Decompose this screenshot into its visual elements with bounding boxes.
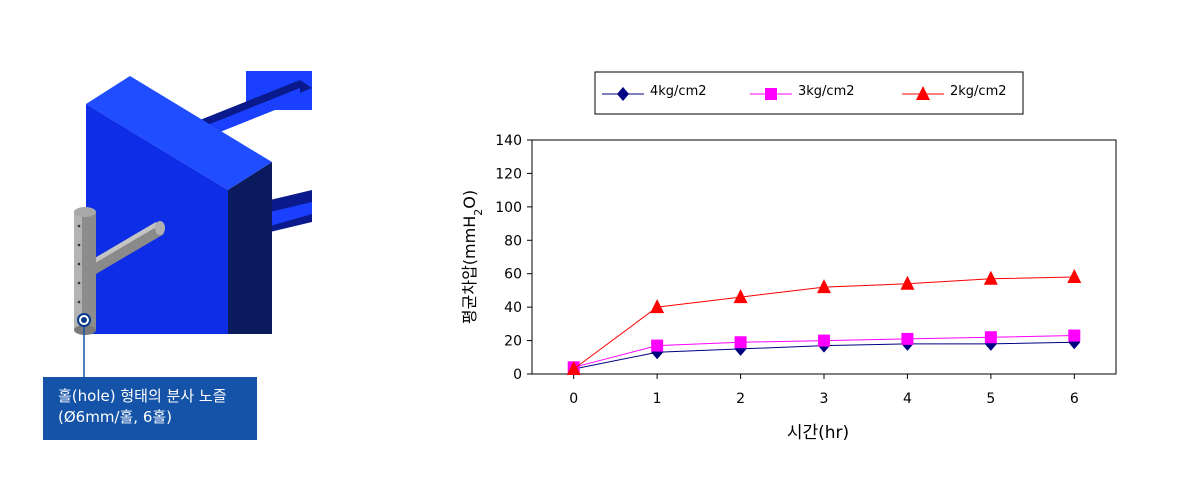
legend-marker <box>916 86 930 100</box>
series-2 <box>566 269 1082 375</box>
data-point <box>1068 329 1081 342</box>
data-point <box>1067 269 1082 284</box>
nozzle-illustration <box>74 71 312 378</box>
legend-item-1: 3kg/cm2 <box>750 84 855 100</box>
y-axis-label: 평균차압(mmH2O) <box>460 190 485 324</box>
x-tick-label: 4 <box>903 391 912 407</box>
legend-label: 4kg/cm2 <box>650 84 707 99</box>
data-point <box>650 299 665 314</box>
legend-label: 2kg/cm2 <box>950 84 1007 99</box>
legend-label: 3kg/cm2 <box>798 84 855 99</box>
data-point <box>733 289 748 304</box>
y-tick-label: 60 <box>504 267 522 283</box>
y-tick-label: 40 <box>504 300 522 316</box>
x-tick-label: 1 <box>653 391 662 407</box>
x-tick-label: 6 <box>1070 391 1079 407</box>
y-tick-label: 0 <box>513 367 522 383</box>
data-point <box>651 339 664 352</box>
diffuser-block <box>86 76 272 334</box>
nozzle-pipe <box>74 207 96 335</box>
data-point <box>817 279 831 294</box>
x-tick-label: 5 <box>986 391 995 407</box>
data-point <box>566 360 581 375</box>
series-layer <box>566 269 1082 376</box>
axes: 0 20 40 60 80 100 120 140 0 1 2 3 4 5 6 <box>495 133 1079 407</box>
frame-rails <box>200 71 312 232</box>
legend: 4kg/cm2 3kg/cm2 2kg/cm2 <box>602 84 1007 101</box>
data-point <box>900 275 915 290</box>
data-point <box>818 334 830 347</box>
y-tick-label: 80 <box>504 233 522 249</box>
data-point <box>734 336 747 349</box>
legend-box <box>594 71 1024 115</box>
y-tick-label: 120 <box>495 166 522 182</box>
nozzle-callout: 홀(hole) 형태의 분사 노즐 (Ø6mm/홀, 6홀) <box>43 377 257 440</box>
callout-line-1: 홀(hole) 형태의 분사 노즐 <box>58 387 227 405</box>
callout-line-2: (Ø6mm/홀, 6홀) <box>58 408 173 426</box>
y-tick-label: 100 <box>495 200 522 216</box>
pressure-chart: 4kg/cm2 3kg/cm2 2kg/cm2 020406080100120140… <box>460 71 1117 443</box>
data-point <box>984 331 997 344</box>
legend-marker <box>765 88 777 100</box>
x-axis-label: 시간(hr) <box>787 423 849 443</box>
feed-pipe <box>88 221 165 274</box>
x-tick-label: 3 <box>820 391 829 407</box>
y-tick-label: 20 <box>504 334 522 350</box>
data-point <box>983 270 998 285</box>
x-tick-label: 0 <box>569 391 578 407</box>
y-tick-label: 140 <box>495 133 522 149</box>
data-point <box>901 332 914 345</box>
legend-item-2: 2kg/cm2 <box>902 84 1007 100</box>
legend-item-0: 4kg/cm2 <box>602 84 707 101</box>
x-tick-label: 2 <box>736 391 745 407</box>
legend-marker <box>617 87 629 101</box>
